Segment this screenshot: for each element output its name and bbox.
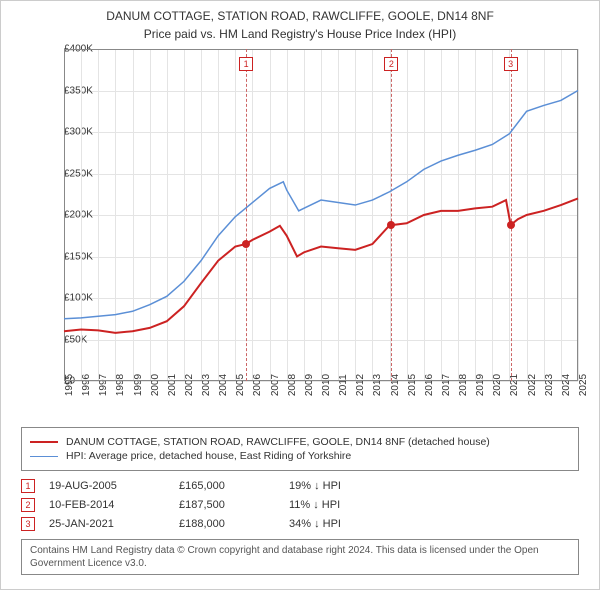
legend-item: HPI: Average price, detached house, East… [30,450,570,462]
legend-label: DANUM COTTAGE, STATION ROAD, RAWCLIFFE, … [66,436,490,448]
chart-title: DANUM COTTAGE, STATION ROAD, RAWCLIFFE, … [11,9,589,23]
attribution: Contains HM Land Registry data © Crown c… [21,539,579,575]
sale-row: 2 10-FEB-2014£187,50011% ↓ HPI [21,498,579,512]
sale-marker-dot [387,221,395,229]
legend-label: HPI: Average price, detached house, East… [66,450,351,462]
legend-swatch [30,456,58,457]
sale-diff: 11% ↓ HPI [289,499,340,511]
legend-swatch [30,441,58,443]
series-svg [20,49,580,383]
legend: DANUM COTTAGE, STATION ROAD, RAWCLIFFE, … [21,427,579,471]
sale-marker-dot [507,221,515,229]
legend-item: DANUM COTTAGE, STATION ROAD, RAWCLIFFE, … [30,436,570,448]
sale-price: £187,500 [179,499,289,511]
sale-index-box: 3 [21,517,35,531]
sale-diff: 34% ↓ HPI [289,518,341,530]
sale-row: 3 25-JAN-2021£188,00034% ↓ HPI [21,517,579,531]
sale-price: £188,000 [179,518,289,530]
sale-date: 19-AUG-2005 [49,480,179,492]
sale-index-box: 2 [21,498,35,512]
sale-date: 25-JAN-2021 [49,518,179,530]
series-line-hpi [64,91,578,319]
sale-diff: 19% ↓ HPI [289,480,341,492]
sale-date: 10-FEB-2014 [49,499,179,511]
sale-index-box: 1 [21,479,35,493]
sale-price: £165,000 [179,480,289,492]
sale-marker-dot [242,240,250,248]
chart-area: £0£50K£100K£150K£200K£250K£300K£350K£400… [20,49,580,409]
series-line-price_paid [64,198,578,332]
chart-subtitle: Price paid vs. HM Land Registry's House … [11,27,589,41]
sale-row: 1 19-AUG-2005£165,00019% ↓ HPI [21,479,579,493]
